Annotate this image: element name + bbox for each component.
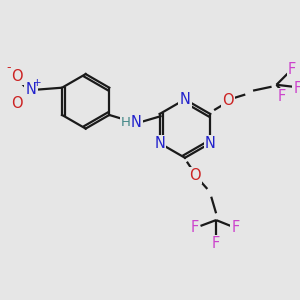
Text: N: N xyxy=(179,92,191,107)
Text: O: O xyxy=(11,96,23,111)
Text: O: O xyxy=(189,168,200,183)
Text: N: N xyxy=(131,115,142,130)
Text: N: N xyxy=(26,82,36,97)
Text: O: O xyxy=(11,68,23,83)
Text: N: N xyxy=(205,136,216,151)
Text: O: O xyxy=(222,93,234,108)
Text: F: F xyxy=(212,236,220,251)
Text: F: F xyxy=(277,89,285,104)
Text: F: F xyxy=(288,62,296,77)
Text: F: F xyxy=(190,220,199,236)
Text: N: N xyxy=(154,136,165,151)
Text: F: F xyxy=(231,220,240,236)
Text: F: F xyxy=(294,81,300,96)
Text: +: + xyxy=(33,78,42,88)
Text: -: - xyxy=(6,61,11,74)
Text: H: H xyxy=(121,116,131,129)
